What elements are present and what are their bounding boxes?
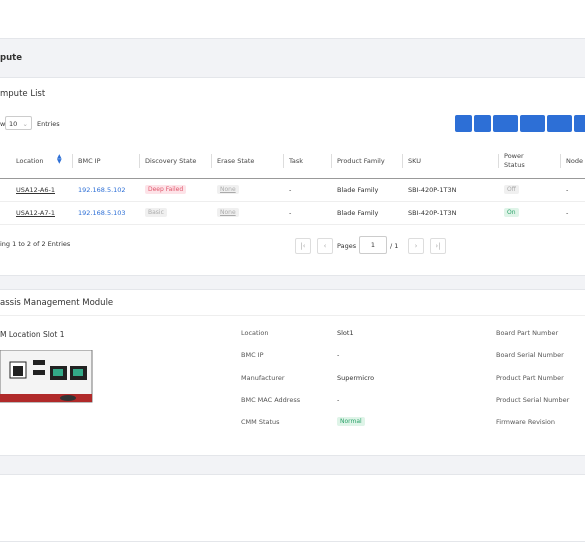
- status-badge: Deep Failed: [145, 185, 187, 194]
- cmm-title: assis Management Module: [0, 298, 114, 308]
- field-label: Product Serial Number: [496, 395, 570, 404]
- column-header: BMC IP: [78, 157, 101, 165]
- cell: SBI-420P-1T3N: [408, 209, 457, 217]
- pages-label: Pages: [337, 242, 357, 250]
- column-divider: [139, 154, 140, 168]
- bmc-ip-link[interactable]: 192.168.5.103: [78, 209, 126, 217]
- field-label: Firmware Revision: [496, 418, 556, 427]
- slot-title: M Location Slot 1: [0, 330, 65, 339]
- last-page[interactable]: ›|: [430, 238, 446, 254]
- field-value: Slot1: [337, 329, 354, 337]
- bmc-ip-link[interactable]: 192.168.5.102: [78, 186, 126, 194]
- btn-clock[interactable]: [455, 115, 472, 132]
- sort-icon: ▲ ▼: [57, 153, 62, 165]
- column-divider: [498, 154, 499, 168]
- prev-page[interactable]: ‹: [317, 238, 333, 254]
- list-title: mpute List: [0, 89, 46, 99]
- rule: [0, 315, 585, 316]
- page-size: 10: [9, 120, 18, 128]
- field-label: Product Part Number: [496, 373, 564, 382]
- next-page[interactable]: ›: [408, 238, 424, 254]
- show-label: w: [0, 120, 6, 128]
- column-header: Node: [566, 157, 583, 165]
- field-label: BMC IP: [241, 351, 264, 360]
- list-panel: [0, 77, 585, 276]
- field-label: Manufacturer: [241, 373, 285, 382]
- footer-text: ing 1 to 2 of 2 Entries: [0, 240, 71, 248]
- btn-power[interactable]: [520, 115, 545, 132]
- row-rule: [0, 224, 585, 225]
- section-title: pute: [0, 53, 22, 63]
- field-label: CMM Status: [241, 418, 280, 427]
- row-rule: [0, 201, 585, 202]
- field-label: Board Part Number: [496, 329, 559, 337]
- cmm-image: [0, 350, 93, 403]
- status-badge: None: [217, 208, 239, 217]
- field-value: -: [337, 351, 340, 360]
- status-badge: None: [217, 185, 239, 194]
- caret: ⌄: [22, 120, 28, 128]
- status-badge: On: [504, 208, 519, 217]
- status-badge: Basic: [145, 208, 167, 217]
- column-header: SKU: [408, 157, 421, 165]
- location-link[interactable]: USA12-A7-1: [16, 209, 55, 217]
- column-divider: [72, 154, 73, 168]
- column-header: Task: [289, 157, 304, 165]
- field-value: -: [337, 395, 340, 404]
- column-divider: [402, 154, 403, 168]
- top-panel: [0, 0, 585, 39]
- btn-light[interactable]: [547, 115, 572, 132]
- column-header: Location: [16, 157, 44, 165]
- column-header: Product Family: [337, 157, 385, 165]
- status-badge: Off: [504, 185, 519, 194]
- btn-tag[interactable]: [493, 115, 518, 132]
- cell: Blade Family: [337, 209, 379, 217]
- column-divider: [560, 154, 561, 168]
- cell: -: [289, 186, 292, 194]
- column-divider: [283, 154, 284, 168]
- cell: Blade Family: [337, 186, 379, 194]
- btn-cloud[interactable]: [474, 115, 491, 132]
- cmm-panel: [0, 289, 585, 456]
- field-value: Supermicro: [337, 373, 375, 382]
- entries-label: Entries: [37, 120, 60, 128]
- cell: SBI-420P-1T3N: [408, 186, 457, 194]
- field-value: Normal: [337, 417, 365, 427]
- page-input[interactable]: 1: [359, 236, 387, 254]
- column-divider: [211, 154, 212, 168]
- field-label: BMC MAC Address: [241, 395, 301, 404]
- page-size-select[interactable]: 10 ⌄: [5, 116, 32, 130]
- cell: -: [566, 186, 569, 194]
- column-header: Erase State: [217, 157, 255, 165]
- cell: -: [289, 209, 292, 217]
- first-page[interactable]: |‹: [295, 238, 311, 254]
- column-header: Discovery State: [145, 157, 197, 165]
- bottom-panel: [0, 474, 585, 542]
- location-link[interactable]: USA12-A6-1: [16, 186, 55, 194]
- page-total: / 1: [390, 242, 399, 250]
- column-header: Power Status: [504, 152, 525, 169]
- column-divider: [331, 154, 332, 168]
- field-label: Board Serial Number: [496, 351, 564, 360]
- btn-erase[interactable]: [574, 115, 585, 132]
- cell: -: [566, 209, 569, 217]
- header-rule: [0, 178, 585, 179]
- field-label: Location: [241, 329, 269, 337]
